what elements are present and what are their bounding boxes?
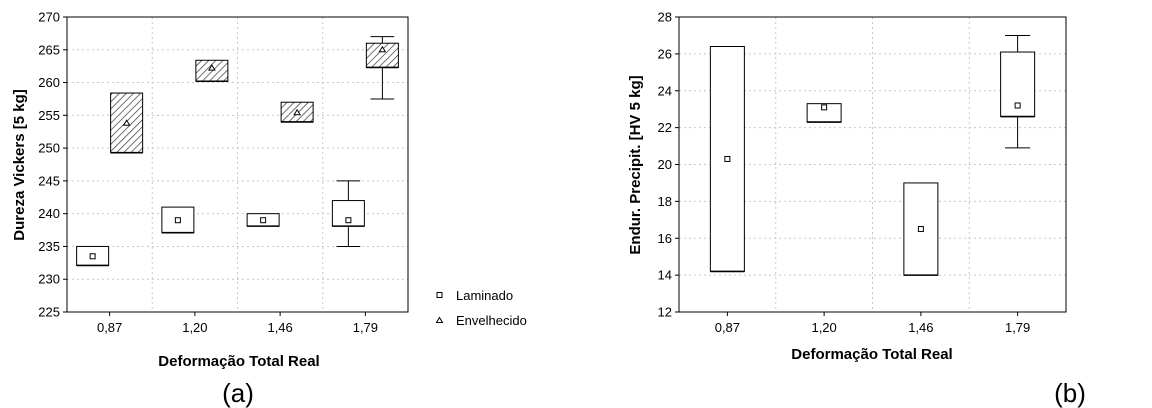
caption-a: (a) — [222, 378, 254, 408]
y-tick-label: 28 — [658, 10, 672, 25]
y-axis-label: Dureza Vickers [5 kg] — [11, 89, 28, 240]
legend-label-laminado: Laminado — [456, 288, 513, 303]
x-axis-label: Deformação Total Real — [158, 353, 319, 370]
box-square-1,20 — [806, 103, 842, 123]
x-tick-label: 1,20 — [182, 320, 207, 335]
y-tick-label: 245 — [38, 173, 60, 188]
y-tick-label: 14 — [658, 268, 672, 283]
mean-marker — [293, 108, 302, 116]
box-square-1,79 — [1000, 34, 1036, 149]
plot-frame — [66, 16, 409, 313]
mean-marker — [89, 253, 96, 260]
y-ticks: 12 14 16 18 20 22 24 26 28 — [658, 10, 679, 320]
y-tick-label: 20 — [658, 157, 672, 172]
y-tick-label: 16 — [658, 231, 672, 246]
box-triangle-1,20 — [195, 59, 229, 83]
box-square-1,79 — [331, 180, 365, 247]
x-tick-label: 1,46 — [267, 320, 292, 335]
y-tick-label: 255 — [38, 108, 60, 123]
mean-marker — [724, 155, 731, 162]
box-square-1,20 — [161, 206, 195, 234]
mean-marker — [345, 217, 352, 224]
boxes-group — [709, 34, 1036, 276]
y-tick-label: 230 — [38, 272, 60, 287]
y-axis-label: Endur. Precipit. [HV 5 kg] — [627, 75, 644, 254]
x-ticks: 0,87 1,20 1,46 1,79 — [97, 312, 378, 335]
grid-lines — [67, 17, 408, 312]
y-tick-label: 265 — [38, 42, 60, 57]
box-square-0,87 — [709, 46, 745, 273]
legend-marker-envelhecido — [435, 316, 444, 323]
box-triangle-0,87 — [110, 92, 144, 154]
box-rect — [195, 59, 229, 82]
grid-lines — [679, 17, 1066, 312]
x-ticks: 0,87 1,20 1,46 1,79 — [715, 312, 1030, 335]
y-tick-label: 24 — [658, 83, 672, 98]
mean-marker — [378, 45, 387, 53]
box-square-1,46 — [903, 182, 939, 276]
box-triangle-1,79 — [365, 36, 399, 100]
box-square-0,87 — [76, 245, 110, 267]
x-tick-label: 0,87 — [715, 320, 740, 335]
mean-marker — [917, 226, 924, 233]
mean-marker — [122, 119, 131, 126]
y-tick-label: 250 — [38, 141, 60, 156]
box-triangle-1,46 — [280, 101, 314, 123]
y-tick-label: 225 — [38, 305, 60, 320]
mean-marker — [260, 217, 267, 224]
boxes-group — [76, 36, 399, 267]
x-tick-label: 0,87 — [97, 320, 122, 335]
y-tick-label: 22 — [658, 120, 672, 135]
chart-a: 225 230 235 240 245 250 255 260 265 270 0,87 1,20 1… — [11, 10, 527, 408]
y-tick-label: 18 — [658, 194, 672, 209]
mean-marker — [1014, 102, 1021, 109]
mean-marker — [207, 64, 216, 71]
y-tick-label: 26 — [658, 46, 672, 61]
mean-marker — [174, 217, 181, 224]
x-tick-label: 1,46 — [908, 320, 933, 335]
caption-b: (b) — [1054, 378, 1086, 408]
legend: Laminado Envelhecido — [435, 288, 527, 328]
y-tick-label: 270 — [38, 10, 60, 25]
y-tick-label: 12 — [658, 305, 672, 320]
x-tick-label: 1,20 — [811, 320, 836, 335]
x-tick-label: 1,79 — [353, 320, 378, 335]
box-square-1,46 — [246, 213, 280, 227]
y-tick-label: 240 — [38, 206, 60, 221]
chart-b: 12 14 16 18 20 22 24 26 28 0,87 1,20 1,46 1,79 Defo… — [627, 10, 1086, 408]
y-tick-label: 235 — [38, 239, 60, 254]
legend-label-envelhecido: Envelhecido — [456, 313, 527, 328]
x-tick-label: 1,79 — [1005, 320, 1030, 335]
legend-marker-laminado — [436, 292, 443, 298]
y-ticks: 225 230 235 240 245 250 255 260 265 270 — [38, 10, 67, 320]
mean-marker — [821, 104, 828, 111]
y-tick-label: 260 — [38, 75, 60, 90]
x-axis-label: Deformação Total Real — [791, 346, 952, 363]
